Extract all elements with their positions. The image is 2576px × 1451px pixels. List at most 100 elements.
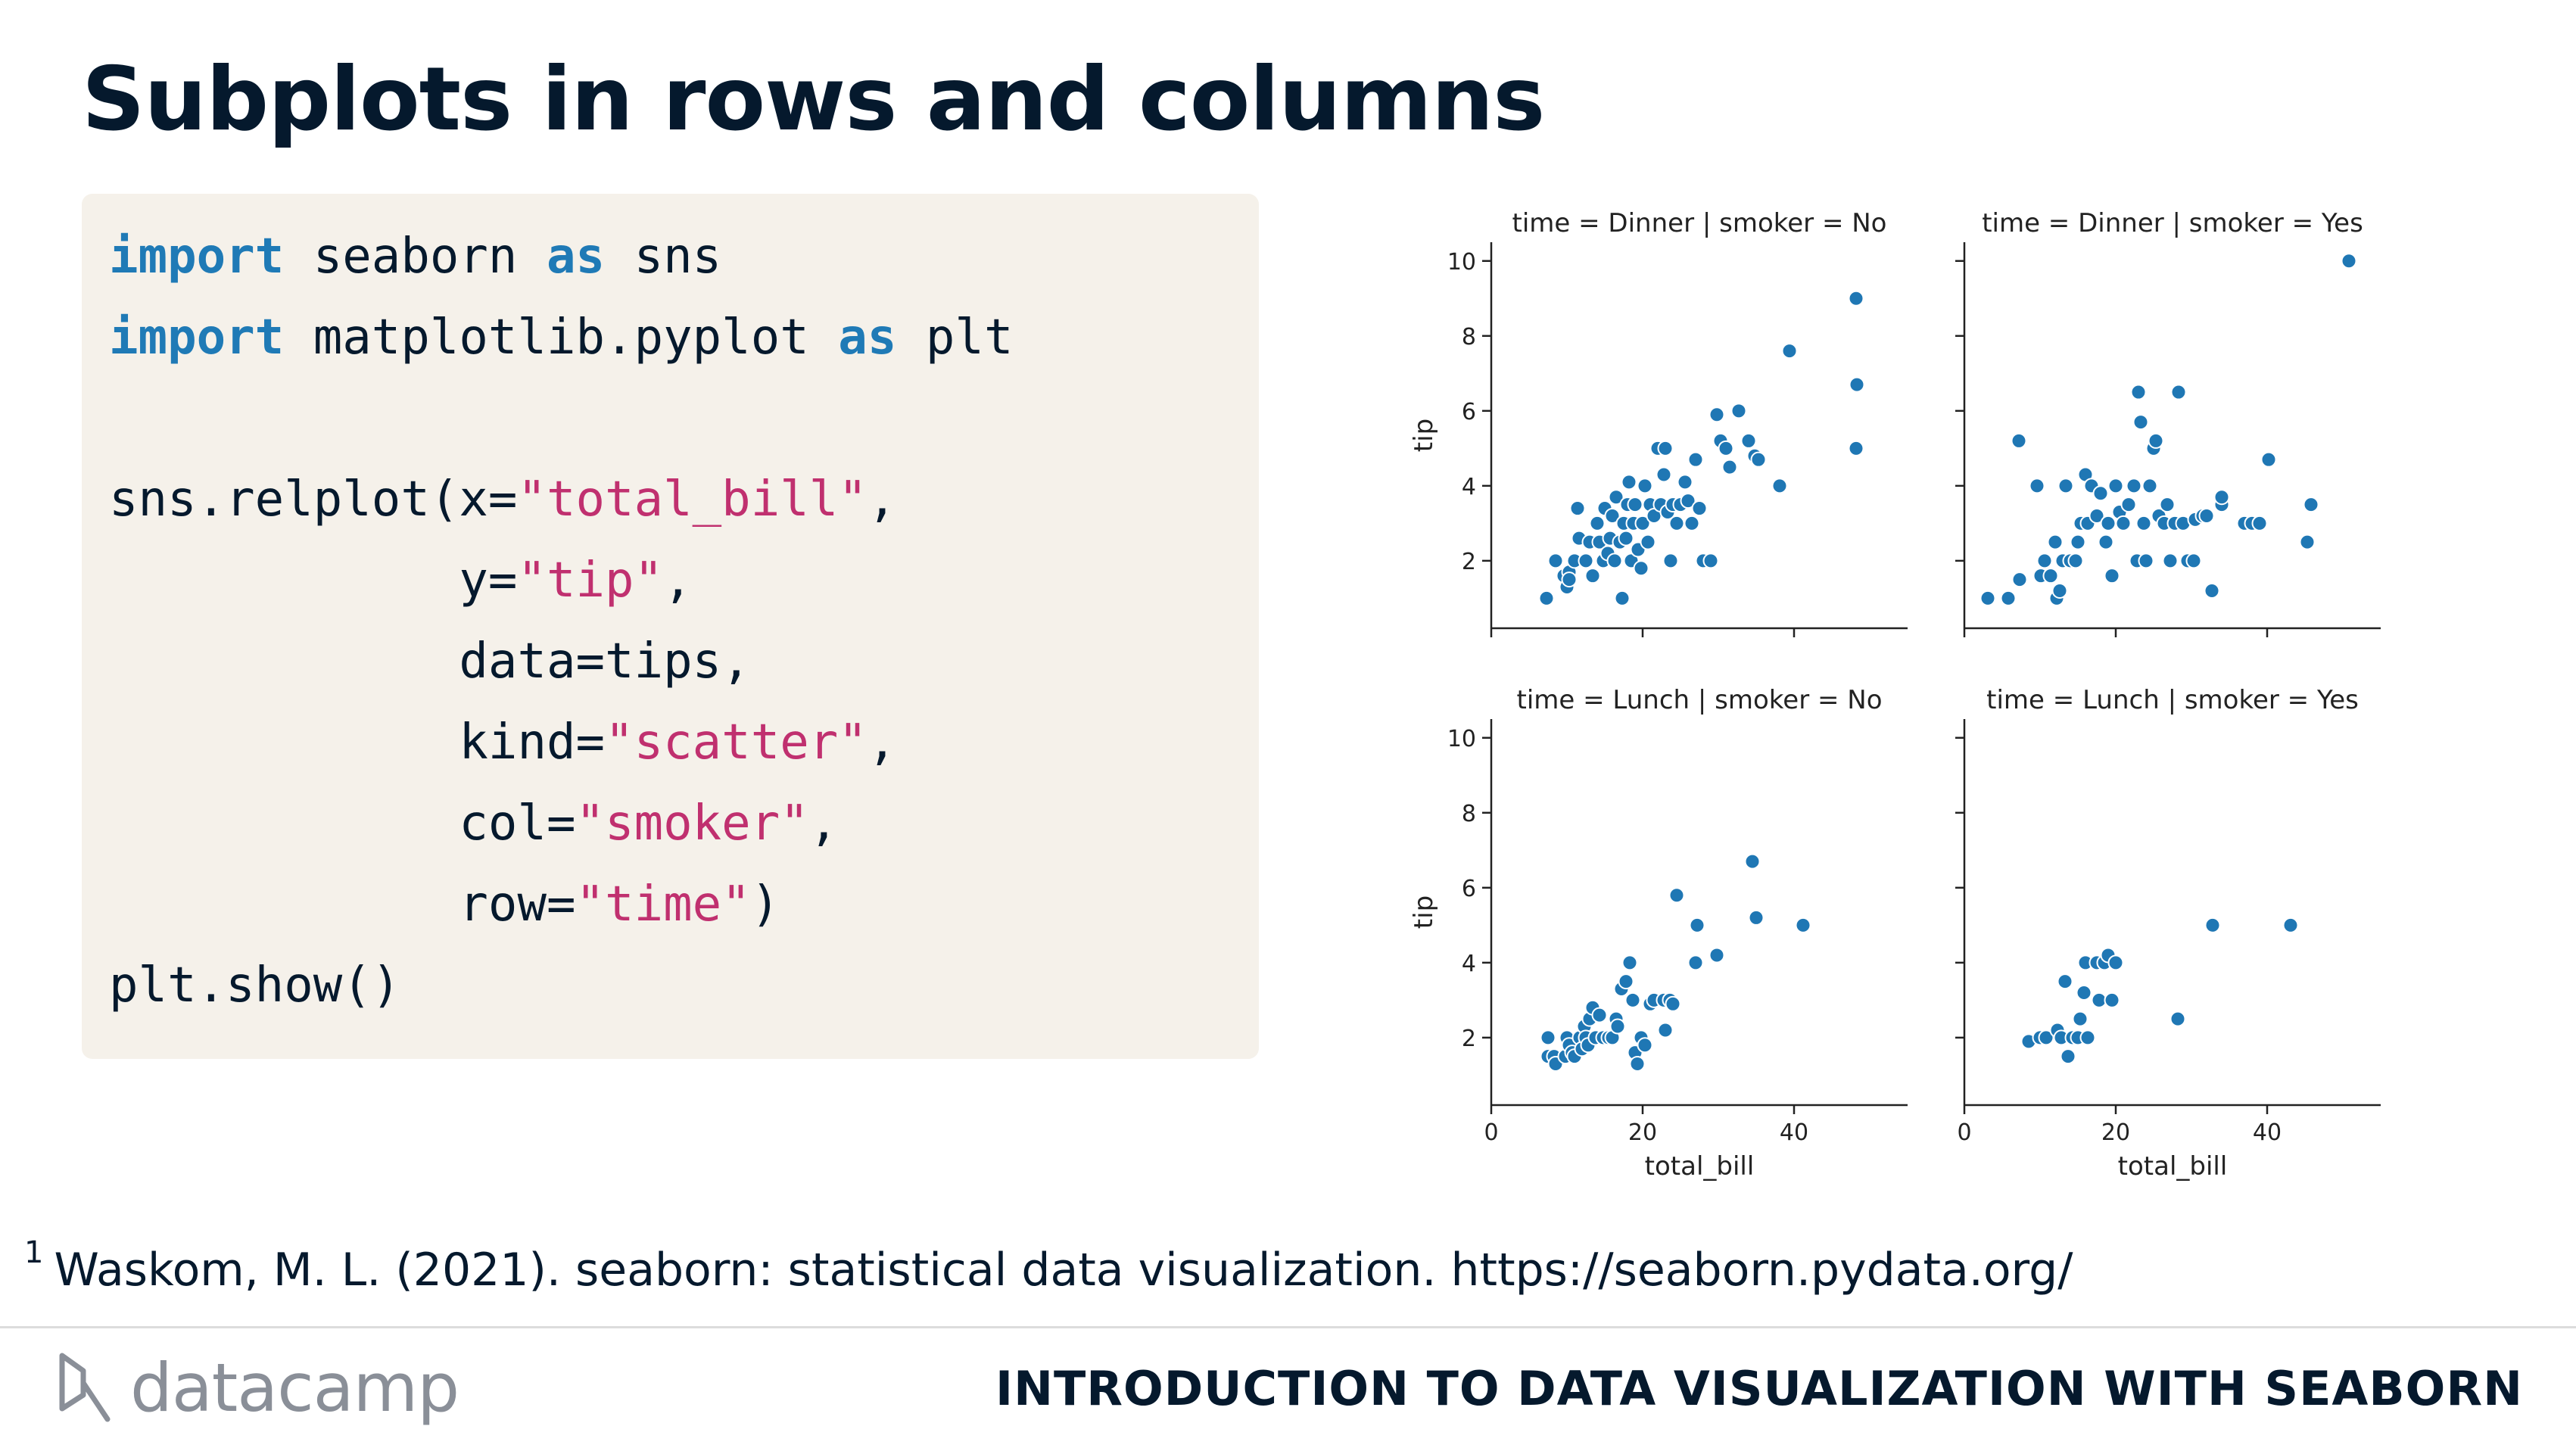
y-axis-label: tip <box>1409 419 1439 452</box>
y-tick-label: 8 <box>1462 324 1476 350</box>
scatter-point <box>1691 500 1708 517</box>
footer-divider <box>0 1326 2576 1328</box>
scatter-point <box>2104 992 2120 1008</box>
y-tick-label: 6 <box>1462 876 1476 902</box>
code-block: import seaborn as sns import matplotlib.… <box>82 194 1259 1059</box>
facet-grid-svg: time = Dinner | smoker = No 2 4 6 8 10 tip time… <box>1409 208 2381 1182</box>
scatter-point <box>1540 1029 1556 1046</box>
code-line-5: data=tips, <box>109 634 750 690</box>
scatter-point <box>2067 553 2084 569</box>
code-line-1: import seaborn as sns <box>109 229 721 285</box>
scatter-point <box>2057 478 2074 494</box>
scatter-point <box>2107 954 2124 971</box>
scatter-point <box>1702 553 1719 569</box>
scatter-point <box>1584 568 1601 584</box>
scatter-point <box>2057 973 2073 990</box>
scatter-point <box>1740 432 1757 449</box>
y-tick-label: 10 <box>1447 726 1476 752</box>
x-tick-label: 40 <box>2253 1119 2282 1146</box>
y-tick-label: 8 <box>1462 801 1476 827</box>
code-keyword: as <box>546 229 606 285</box>
scatter-point <box>2011 571 2028 588</box>
scatter-point <box>1640 534 1656 550</box>
y-tick-label: 2 <box>1462 549 1476 575</box>
scatter-point <box>1561 571 1578 588</box>
scatter-point <box>2130 384 2147 400</box>
logo-wordmark: datacamp <box>130 1348 459 1427</box>
scatter-point <box>2072 1010 2089 1027</box>
scatter-point <box>2092 485 2109 502</box>
scatter-point <box>1606 553 1623 569</box>
scatter-point <box>2251 515 2268 531</box>
scatter-point <box>1677 474 1693 490</box>
code-line-9: plt.show() <box>109 957 400 1014</box>
code-text-span: sns <box>605 229 722 285</box>
scatter-point <box>1604 507 1621 524</box>
scatter-point <box>2029 478 2045 494</box>
scatter-point <box>2141 478 2158 494</box>
scatter-point <box>1689 917 1705 933</box>
scatter-point <box>2159 497 2176 513</box>
scatter-point <box>1569 500 1586 517</box>
scatter-point <box>2079 1029 2096 1046</box>
scatter-point <box>1591 1007 1608 1023</box>
code-line-2: import matplotlib.pyplot as plt <box>109 310 1013 366</box>
scatter-point <box>1634 515 1651 531</box>
scatter-point <box>1629 1056 1646 1073</box>
scatter-point <box>2132 414 2149 431</box>
code-string: "total_bill" <box>517 472 867 528</box>
datacamp-logo-icon <box>59 1353 111 1422</box>
scatter-point <box>1657 440 1674 456</box>
code-text-span: , <box>663 553 693 609</box>
x-tick-label: 40 <box>1780 1119 1808 1146</box>
scatter-point <box>2299 534 2316 550</box>
scatter-point <box>2135 515 2152 531</box>
scatter-point <box>2303 497 2319 513</box>
code-text-span: col= <box>109 796 576 852</box>
scatter-point <box>1618 530 1634 546</box>
code-line-4: y="tip", <box>109 553 693 609</box>
scatter-point <box>1627 497 1643 513</box>
scatter-point <box>1848 290 1864 307</box>
scatter-point <box>1621 954 1638 971</box>
scatter-point <box>2126 478 2142 494</box>
scatter-point <box>1771 478 1788 494</box>
scatter-point <box>1624 992 1641 1008</box>
scatter-point <box>2204 582 2220 599</box>
scatter-point <box>1684 515 1700 531</box>
scatter-point <box>1656 466 1672 483</box>
scatter-point <box>2148 432 2164 449</box>
scatter-point <box>2170 384 2187 400</box>
scatter-point <box>1633 560 1649 577</box>
scatter-point <box>1608 489 1624 506</box>
scatter-point <box>2204 917 2221 933</box>
code-string: "scatter" <box>605 715 867 771</box>
scatter-point <box>1547 553 1564 569</box>
y-tick-label: 4 <box>1462 474 1476 500</box>
code-text-span: row= <box>109 877 576 933</box>
code-line-3: sns.relplot(x="total_bill", <box>109 472 896 528</box>
code-text-span: plt <box>896 310 1014 366</box>
scatter-point <box>1750 451 1767 468</box>
page-title: Subplots in rows and columns <box>82 48 1545 151</box>
x-tick-label: 20 <box>2101 1119 2130 1146</box>
code-text-span: y= <box>109 553 518 609</box>
code-text-span: matplotlib.pyplot <box>284 310 839 366</box>
scatter-point <box>1538 590 1555 606</box>
panel-title: time = Dinner | smoker = No <box>1512 208 1887 238</box>
scatter-point <box>2011 432 2027 449</box>
code-keyword: as <box>838 310 897 366</box>
scatter-point <box>2185 553 2202 569</box>
scatter-point <box>1730 403 1747 419</box>
x-axis-label: total_bill <box>1645 1151 1755 1182</box>
x-axis-label: total_bill <box>2118 1151 2228 1182</box>
scatter-point <box>2341 253 2357 269</box>
scatter-point <box>2162 553 2179 569</box>
scatter-point <box>1721 459 1738 475</box>
y-tick-label: 6 <box>1462 399 1476 425</box>
scatter-point <box>2036 553 2053 569</box>
scatter-point <box>2051 582 2068 599</box>
code-text-span: , <box>867 715 897 771</box>
scatter-point <box>1618 973 1634 990</box>
code-string: "smoker" <box>575 796 809 852</box>
